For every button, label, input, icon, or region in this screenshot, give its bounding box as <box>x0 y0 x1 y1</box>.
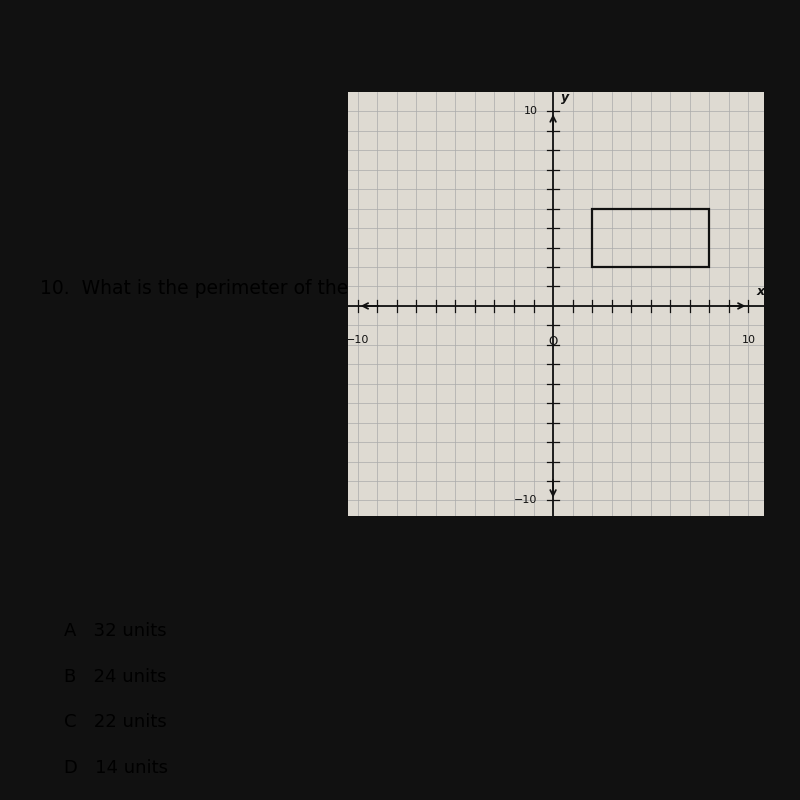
Text: 10: 10 <box>523 106 538 117</box>
Text: 10.  What is the perimeter of the figure on the coordinate plane below?: 10. What is the perimeter of the figure … <box>40 279 710 298</box>
Text: −10: −10 <box>514 495 538 506</box>
Text: C   22 units: C 22 units <box>64 714 166 731</box>
Text: D   14 units: D 14 units <box>64 759 168 777</box>
Text: x: x <box>757 285 765 298</box>
Text: −10: −10 <box>346 335 370 345</box>
Bar <box>592 209 710 267</box>
Text: B   24 units: B 24 units <box>64 667 166 686</box>
Text: y: y <box>561 91 569 104</box>
Text: A   32 units: A 32 units <box>64 622 166 640</box>
Text: 10: 10 <box>742 335 755 345</box>
Text: O: O <box>549 335 558 348</box>
